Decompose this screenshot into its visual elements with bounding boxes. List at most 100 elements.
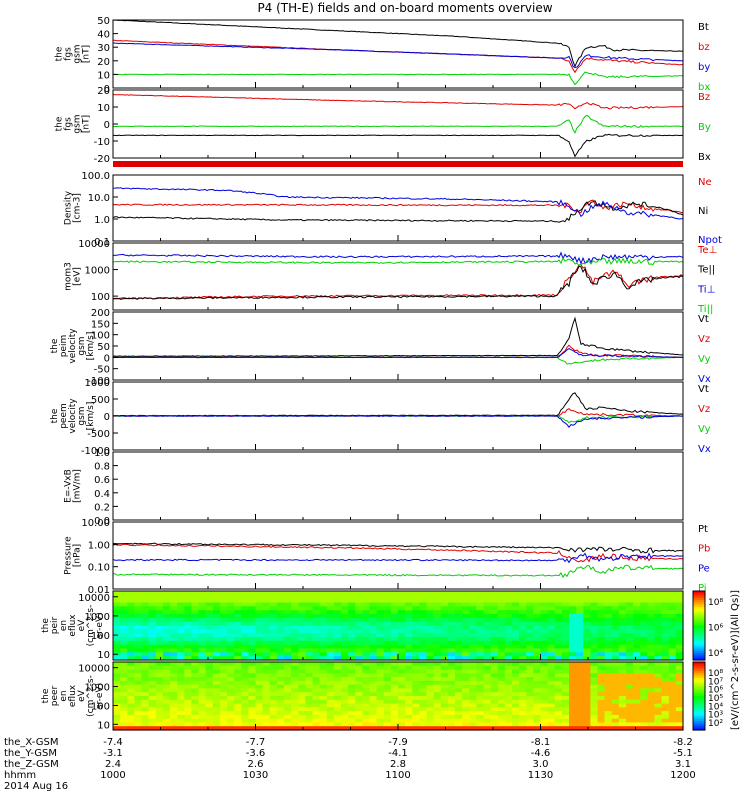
heatmap-cell xyxy=(497,610,506,615)
heatmap-cell xyxy=(547,688,556,693)
heatmap-cell xyxy=(170,598,178,604)
heatmap-cell xyxy=(583,594,591,600)
heatmap-cell xyxy=(604,711,613,716)
heatmap-cell xyxy=(141,718,150,724)
heatmap-cell xyxy=(184,594,192,600)
heatmap-cell xyxy=(412,617,420,623)
heatmap-cell xyxy=(326,684,335,690)
heatmap-cell xyxy=(647,707,656,712)
heatmap-cell xyxy=(590,652,599,657)
heatmap-cell xyxy=(255,722,264,727)
heatmap-cell xyxy=(618,718,627,724)
heatmap-cell xyxy=(419,696,428,701)
heatmap-cell xyxy=(554,688,563,693)
heatmap-cell xyxy=(405,677,413,682)
heatmap-cell xyxy=(440,598,449,604)
heatmap-cell xyxy=(504,594,513,600)
heatmap-cell xyxy=(675,598,684,604)
heatmap-cell xyxy=(284,598,292,604)
heatmap-cell xyxy=(611,648,620,653)
heatmap-cell xyxy=(319,594,328,600)
heatmap-cell xyxy=(312,707,321,712)
heatmap-cell xyxy=(626,637,634,642)
heatmap-cell xyxy=(298,598,306,604)
heatmap-cell xyxy=(198,684,207,690)
heatmap-cell xyxy=(590,617,599,623)
heatmap-cell xyxy=(433,633,442,638)
heatmap-cell xyxy=(341,656,349,661)
heatmap-cell xyxy=(661,692,670,697)
heatmap-cell xyxy=(547,699,556,705)
heatmap-cell xyxy=(540,629,549,634)
heatmap-cell xyxy=(469,696,477,701)
heatmap-cell xyxy=(554,673,563,678)
heatmap-cell xyxy=(483,625,492,630)
heatmap-cell xyxy=(127,703,135,708)
heatmap-cell xyxy=(576,699,584,705)
heatmap-cell xyxy=(262,669,271,674)
heatmap-cell xyxy=(462,602,470,607)
heatmap-cell xyxy=(540,648,549,653)
heatmap-cell xyxy=(398,680,406,686)
heatmap-cell xyxy=(604,722,613,727)
heatmap-cell xyxy=(668,684,677,690)
heatmap-cell xyxy=(319,656,328,661)
heatmap-cell xyxy=(319,633,328,638)
heatmap-cell xyxy=(312,640,321,646)
heatmap-cell xyxy=(440,629,449,634)
heatmap-cell xyxy=(561,648,570,653)
colorbar-cell xyxy=(693,614,705,617)
heatmap-cell xyxy=(191,617,200,623)
heatmap-cell xyxy=(177,591,185,596)
heatmap-cell xyxy=(540,711,549,716)
heatmap-cell xyxy=(497,602,506,607)
heatmap-cell xyxy=(127,662,135,667)
heatmap-cell xyxy=(661,722,670,727)
heatmap-cell xyxy=(583,680,591,686)
heatmap-cell xyxy=(269,673,278,678)
heatmap-cell xyxy=(540,684,549,690)
heatmap-cell xyxy=(483,644,492,650)
heatmap-cell xyxy=(561,625,570,630)
y-axis-label-line: en xyxy=(59,620,69,631)
heatmap-cell xyxy=(626,633,634,638)
heatmap-cell xyxy=(276,656,285,661)
heatmap-cell xyxy=(504,633,513,638)
heatmap-cell xyxy=(462,640,470,646)
heatmap-cell xyxy=(469,669,477,674)
heatmap-cell xyxy=(654,707,663,712)
heatmap-cell xyxy=(440,707,449,712)
heatmap-cell xyxy=(398,633,406,638)
heatmap-cell xyxy=(661,684,670,690)
heatmap-cell xyxy=(583,707,591,712)
heatmap-cell xyxy=(120,684,128,690)
heatmap-cell xyxy=(134,591,143,596)
heatmap-cell xyxy=(426,699,435,705)
heatmap-cell xyxy=(170,648,178,653)
heatmap-cell xyxy=(390,640,399,646)
heatmap-cell xyxy=(227,633,235,638)
heatmap-cell xyxy=(241,665,249,671)
heatmap-cell xyxy=(497,714,506,720)
heatmap-cell xyxy=(269,665,278,671)
heatmap-cell xyxy=(405,606,413,611)
heatmap-cell xyxy=(148,610,157,615)
y-axis-label-line: en xyxy=(59,690,69,701)
heatmap-cell xyxy=(433,640,442,646)
heatmap-cell xyxy=(355,711,363,716)
heatmap-cell xyxy=(668,602,677,607)
heatmap-cell xyxy=(668,696,677,701)
heatmap-cell xyxy=(455,673,463,678)
heatmap-cell xyxy=(326,726,335,731)
heatmap-cell xyxy=(497,684,506,690)
heatmap-cell xyxy=(291,662,299,667)
legend-label: Bt xyxy=(698,22,709,33)
heatmap-cell xyxy=(512,614,520,619)
heatmap-cell xyxy=(455,591,463,596)
heatmap-cell xyxy=(419,648,428,653)
heatmap-cell xyxy=(234,598,242,604)
heatmap-cell xyxy=(462,711,470,716)
heatmap-cell xyxy=(269,625,278,630)
heatmap-cell xyxy=(590,591,599,596)
heatmap-cell xyxy=(120,648,128,653)
